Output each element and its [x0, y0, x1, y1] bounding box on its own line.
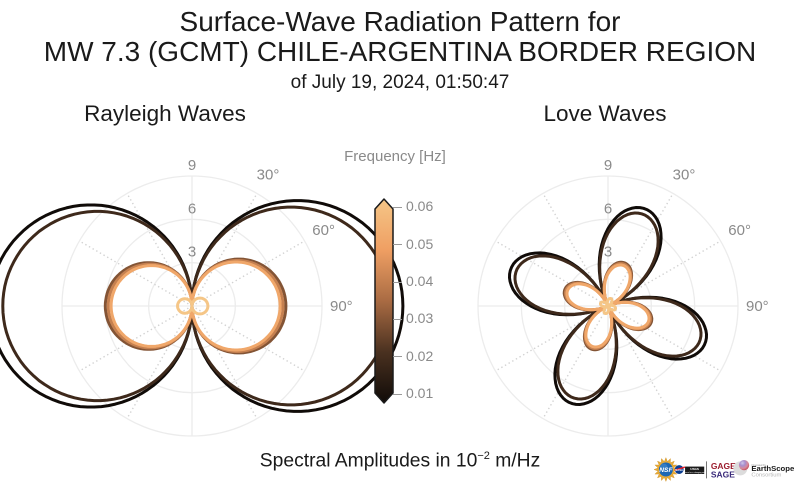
- svg-text:EarthScope: EarthScope: [751, 464, 795, 473]
- svg-text:NSF: NSF: [659, 467, 673, 474]
- svg-text:SAGE: SAGE: [711, 469, 735, 479]
- svg-text:science for a changing world: science for a changing world: [683, 472, 707, 474]
- svg-text:USGS: USGS: [690, 467, 699, 471]
- svg-text:Consortium: Consortium: [751, 473, 781, 479]
